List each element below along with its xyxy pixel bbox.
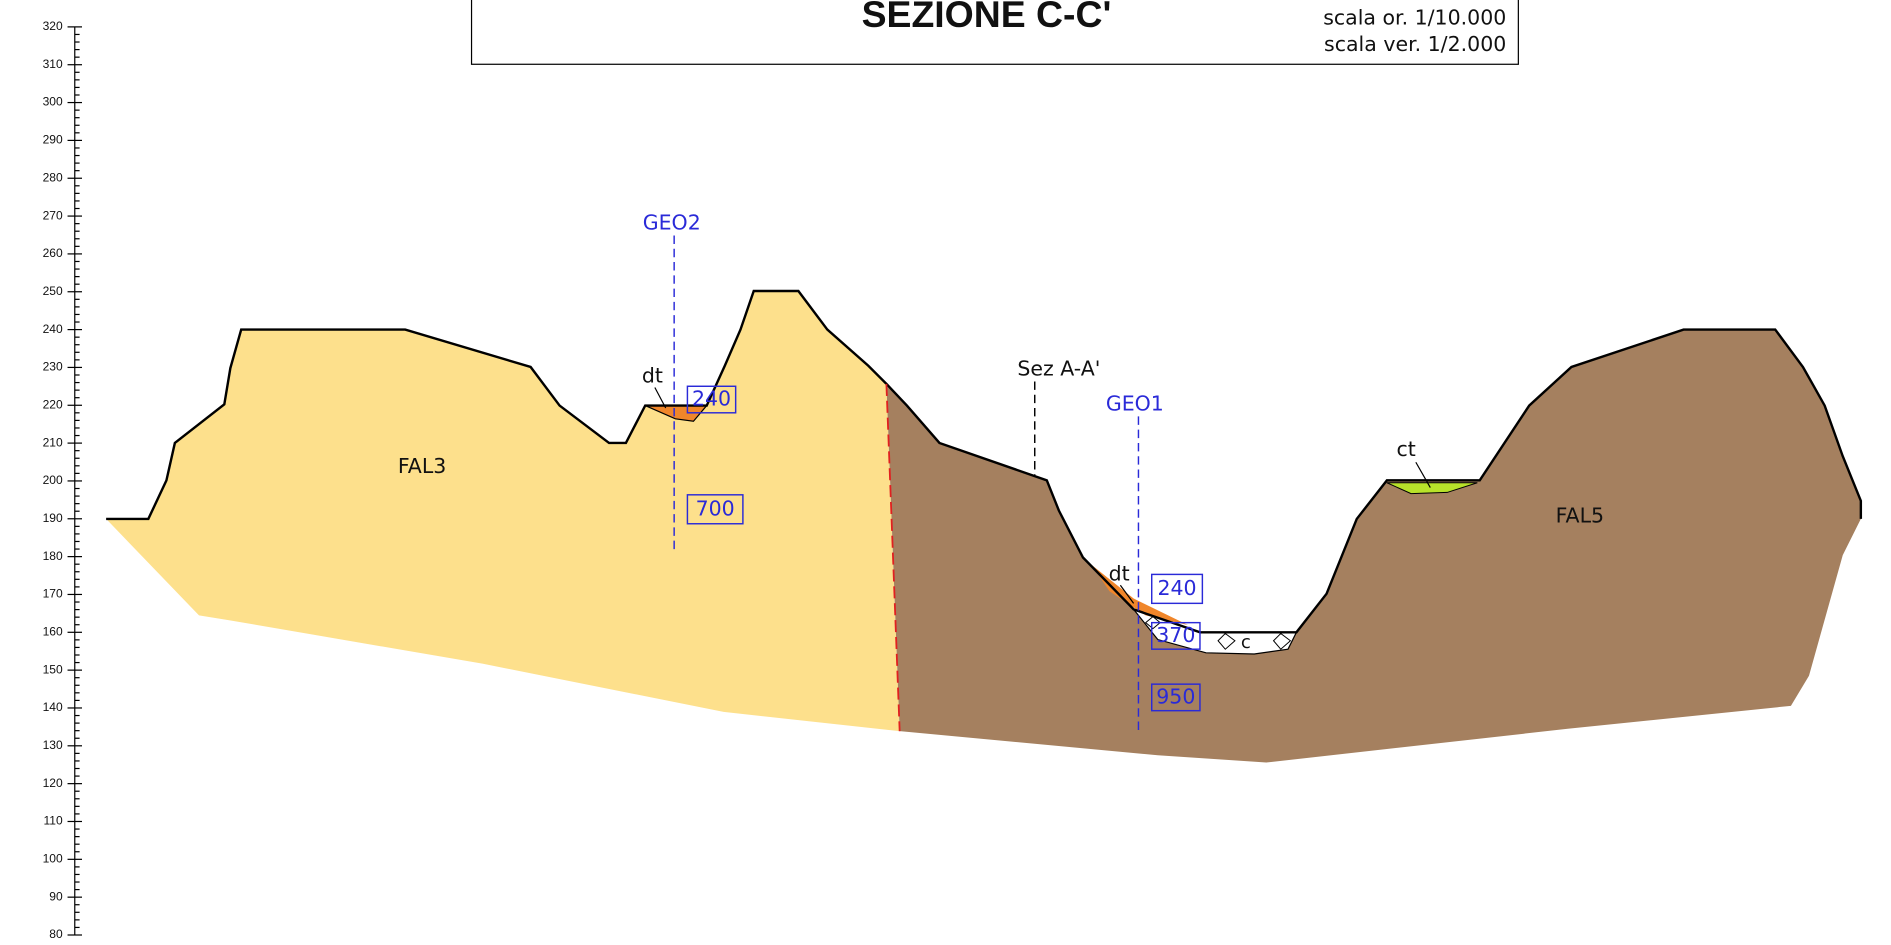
tick-label: 310 <box>43 57 63 71</box>
deposit-label: c <box>1241 632 1251 653</box>
title: SEZIONE C-C' <box>862 0 1112 35</box>
tick-label: 230 <box>43 360 63 374</box>
tick-label: 110 <box>43 814 63 828</box>
depth-label: 950 <box>1156 684 1195 708</box>
tick-label: 220 <box>43 397 63 411</box>
tick-label: 270 <box>43 208 63 222</box>
tick-label: 290 <box>43 133 63 147</box>
depth-label: 370 <box>1156 623 1195 647</box>
page: SEZIONE C-C' scala or. 1/10.000 scala ve… <box>0 0 1891 945</box>
tick-label: 190 <box>43 511 63 525</box>
tick-label: 160 <box>43 624 63 638</box>
borehole-name: GEO2 <box>643 210 701 234</box>
scale-label: scala or. 1/10.000 <box>1323 5 1506 29</box>
tick-label: 170 <box>43 587 63 601</box>
tick-label: 180 <box>43 549 63 563</box>
tick-label: 90 <box>49 889 63 903</box>
depth-label: 240 <box>692 387 731 411</box>
tick-label: 210 <box>43 435 63 449</box>
tick-label: 280 <box>43 170 63 184</box>
tick-label: 250 <box>43 284 63 298</box>
deposit-label: dt <box>642 364 663 388</box>
section-marker: Sez A-A' <box>1017 356 1100 380</box>
tick-label: 100 <box>43 852 63 866</box>
tick-label: 130 <box>43 738 63 752</box>
tick-label: 300 <box>43 95 63 109</box>
cross-section: SEZIONE C-C' scala or. 1/10.000 scala ve… <box>0 0 1891 945</box>
deposit-label: ct <box>1397 437 1416 461</box>
tick-label: 260 <box>43 246 63 260</box>
borehole-name: GEO1 <box>1106 391 1164 415</box>
scale-label: scala ver. 1/2.000 <box>1324 32 1506 56</box>
depth-label: 700 <box>696 496 735 520</box>
tick-label: 200 <box>43 473 63 487</box>
tick-label: 320 <box>43 19 63 33</box>
depth-label: 240 <box>1157 576 1196 600</box>
unit-label: FAL3 <box>398 454 446 478</box>
fal3-unit <box>106 291 900 731</box>
tick-label: 240 <box>43 322 63 336</box>
fal5-unit <box>886 330 1860 763</box>
unit-label: FAL5 <box>1556 504 1604 528</box>
tick-label: 120 <box>43 776 63 790</box>
tick-label: 140 <box>43 700 63 714</box>
tick-label: 80 <box>49 927 63 941</box>
deposit-label: dt <box>1109 561 1130 585</box>
tick-label: 150 <box>43 662 63 676</box>
elevation-axis: 80 90 100 110 120 130 140 150 160 170 180 190 200 210… <box>43 19 82 941</box>
